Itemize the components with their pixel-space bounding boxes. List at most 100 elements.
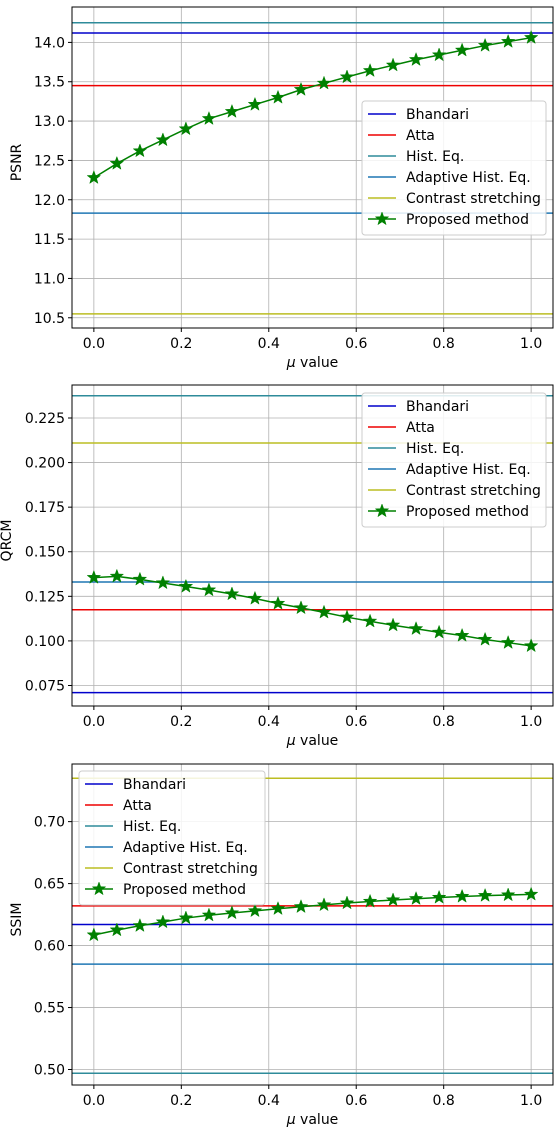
y-tick-label: 10.5 <box>34 311 65 327</box>
data-point <box>109 568 125 583</box>
y-tick-label: 0.225 <box>25 411 65 427</box>
legend-box <box>361 392 547 528</box>
y-tick-label: 0.55 <box>34 1001 65 1017</box>
data-point <box>293 81 309 96</box>
data-point <box>109 922 125 937</box>
y-tick-label: 0.100 <box>25 634 65 650</box>
x-tick-label: 0.0 <box>83 714 105 730</box>
legend-entry: Bhandari <box>123 777 186 793</box>
legend-entry: Atta <box>123 798 152 814</box>
data-point <box>155 575 171 590</box>
legend-entry: Bhandari <box>406 399 469 415</box>
chart-panel-3: 0.0 0.2 0.4 0.6 0.8 1.0 0.50 0.55 0.60 0.65 0.70 μ … <box>9 763 554 1128</box>
plot-area <box>72 777 553 1074</box>
y-tick-label: 12.5 <box>34 153 65 169</box>
data-point <box>247 590 263 605</box>
legend-entry: Proposed method <box>123 882 246 898</box>
axes-frame <box>71 6 554 329</box>
x-tick-label: 0.4 <box>258 1093 280 1109</box>
y-axis-label: SSIM <box>9 903 25 937</box>
data-point <box>500 33 516 48</box>
data-point <box>339 69 355 84</box>
y-tick-label: 0.200 <box>25 456 65 472</box>
data-point <box>408 621 424 636</box>
data-point <box>500 887 516 902</box>
axes-frame <box>71 384 554 707</box>
data-point <box>500 634 516 649</box>
x-axis-label-symbol: μ <box>286 1112 296 1128</box>
y-axis-label: PSNR <box>9 143 25 181</box>
data-point <box>477 631 493 646</box>
data-point <box>224 103 240 118</box>
y-tick-label: 0.150 <box>25 545 65 561</box>
data-point <box>477 887 493 902</box>
legend-box <box>361 100 547 236</box>
data-point <box>316 604 332 619</box>
data-point <box>454 888 470 903</box>
data-point <box>270 89 286 104</box>
legend-entry: Adaptive Hist. Eq. <box>406 170 531 186</box>
x-tick-label: 0.2 <box>170 336 192 352</box>
legend-marker <box>91 881 107 896</box>
y-tick-label: 11.5 <box>34 232 65 248</box>
data-point <box>339 895 355 910</box>
x-tick-label: 0.6 <box>345 714 367 730</box>
data-point <box>362 893 378 908</box>
y-tick-label: 0.075 <box>25 678 65 694</box>
legend-entry: Proposed method <box>406 504 529 520</box>
data-point <box>339 609 355 624</box>
x-tick-label: 0.2 <box>170 714 192 730</box>
y-tick-label: 0.60 <box>34 939 65 955</box>
legend-entry: Bhandari <box>406 107 469 123</box>
legend: Bhandari Atta Hist. Eq. Adaptive Hist. Eq. C… <box>361 392 547 528</box>
data-point <box>155 914 171 929</box>
data-point <box>523 29 539 44</box>
legend: Bhandari Atta Hist. Eq. Adaptive Hist. Eq. C… <box>78 770 266 906</box>
legend-entry: Hist. Eq. <box>406 149 464 165</box>
legend-entry: Adaptive Hist. Eq. <box>406 462 531 478</box>
x-tick-label: 0.6 <box>345 1093 367 1109</box>
legend-box <box>78 770 266 906</box>
legend-entry: Atta <box>406 420 435 436</box>
x-axis-label-text: value <box>296 733 339 749</box>
data-point <box>316 897 332 912</box>
axes-frame <box>71 763 554 1086</box>
x-tick-label: 1.0 <box>520 714 542 730</box>
data-point <box>224 586 240 601</box>
x-tick-label: 0.4 <box>258 336 280 352</box>
x-axis-label-symbol: μ <box>286 733 296 749</box>
data-point <box>385 57 401 72</box>
data-point <box>385 892 401 907</box>
y-tick-label: 14.0 <box>34 35 65 51</box>
data-point <box>155 132 171 147</box>
data-point <box>247 96 263 111</box>
data-point <box>477 37 493 52</box>
data-point <box>362 63 378 77</box>
y-tick-label: 11.0 <box>34 271 65 287</box>
y-tick-label: 0.65 <box>34 877 65 893</box>
data-point <box>132 143 148 158</box>
data-point <box>201 582 217 597</box>
data-point <box>132 918 148 932</box>
x-axis-label: μ value <box>286 355 339 371</box>
y-axis-label: QRCM <box>0 520 15 562</box>
legend-entry: Atta <box>406 128 435 144</box>
data-point <box>224 905 240 920</box>
data-point <box>178 121 194 136</box>
data-point <box>201 907 217 922</box>
x-axis-label: μ value <box>286 733 339 749</box>
data-point <box>293 899 309 914</box>
legend-entry: Hist. Eq. <box>406 441 464 457</box>
x-axis-label-text: value <box>296 355 339 371</box>
x-tick-label: 0.8 <box>433 1093 455 1109</box>
legend-entry: Adaptive Hist. Eq. <box>123 840 248 856</box>
x-tick-label: 0.0 <box>83 1093 105 1109</box>
data-point <box>523 638 539 653</box>
data-point <box>178 578 194 593</box>
x-tick-label: 0.4 <box>258 714 280 730</box>
data-point <box>293 600 309 615</box>
y-tick-label: 13.0 <box>34 114 65 130</box>
data-point <box>385 617 401 632</box>
y-tick-label: 0.125 <box>25 589 65 605</box>
